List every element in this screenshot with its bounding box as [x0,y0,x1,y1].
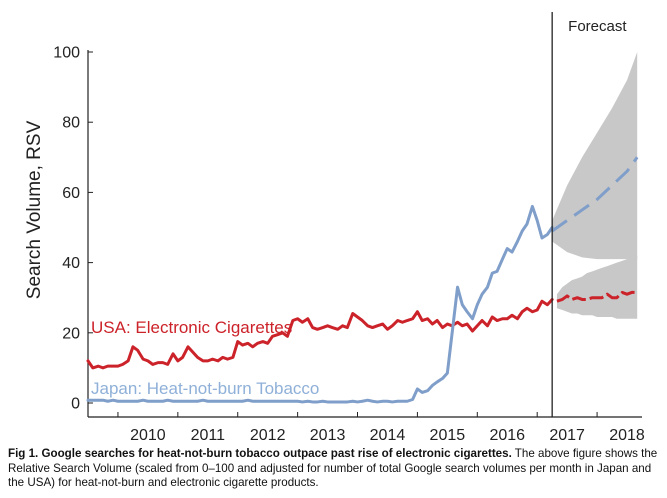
chart: 0 20 40 60 80 100 2010 2011 2012 2013 2014 2015 2016… [24,12,645,445]
x-tick-label: 2014 [370,427,406,444]
series-line-usa [86,297,554,370]
forecast-line-japan [551,156,639,233]
y-axis-label: Search Volume, RSV [24,120,45,299]
figure-caption: Fig 1. Google searches for heat-not-burn… [8,447,660,491]
x-tick-label: 2018 [609,427,645,444]
x-tick-label: 2012 [250,427,286,444]
forecast-bands [552,52,638,319]
axes: 0 20 40 60 80 100 2010 2011 2012 2013 2014 2015 2016… [53,45,645,445]
x-tick-label: 2013 [310,427,346,444]
x-tick-label: 2010 [130,427,166,444]
forecast-band-0 [556,255,638,319]
y-tick-label: 40 [62,255,80,272]
y-tick-label: 0 [71,396,80,413]
forecast-label: Forecast [568,18,627,35]
y-tick-label: 100 [53,45,80,62]
forecast-band-1 [552,52,638,260]
japan-series-label: Japan: Heat-not-burn Tobacco [91,379,319,398]
x-tick-label: 2016 [489,427,525,444]
y-tick-label: 80 [62,115,80,132]
x-tick-label: 2017 [549,427,585,444]
series-line-japan [86,204,554,404]
forecast-line-usa [556,290,638,303]
series-lines [86,156,639,404]
x-tick-label: 2011 [191,427,226,444]
caption-text: The above figure shows the Relative Sear… [8,447,658,490]
caption-title: Fig 1. Google searches for heat-not-burn… [8,447,512,460]
usa-series-label: USA: Electronic Cigarettes [91,318,292,337]
y-tick-label: 60 [62,185,80,202]
y-tick-label: 20 [62,325,80,342]
x-tick-label: 2015 [430,427,466,444]
